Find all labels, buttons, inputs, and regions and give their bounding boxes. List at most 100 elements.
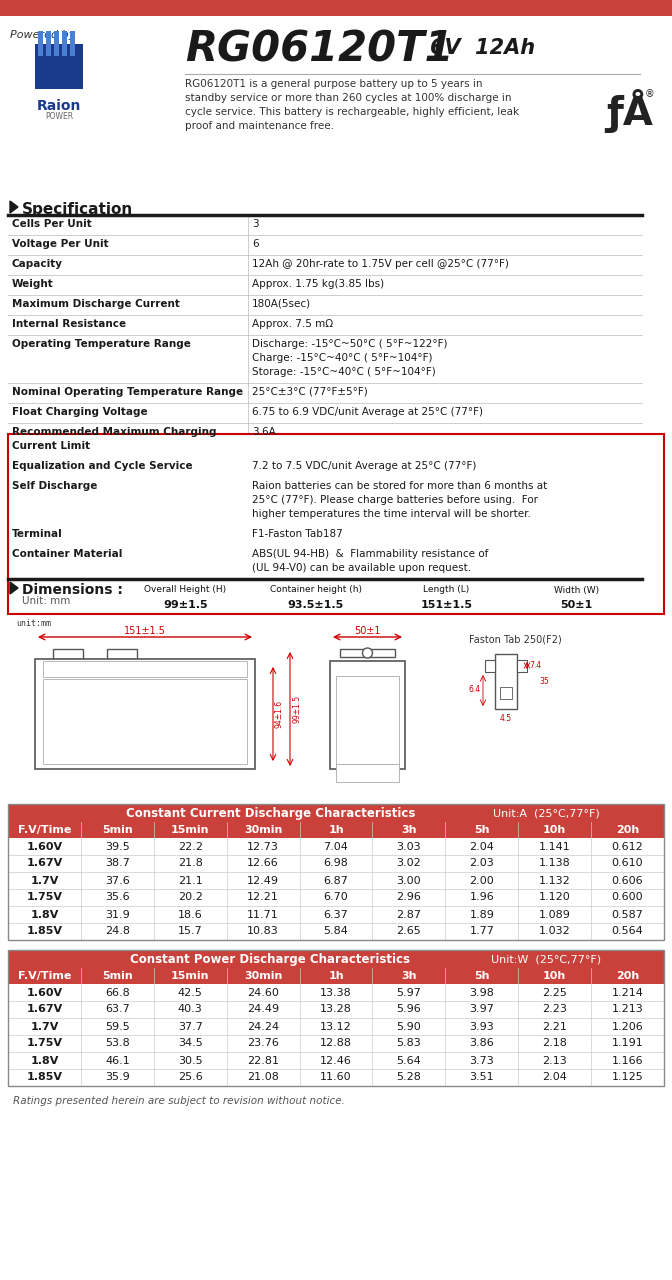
Text: 0.612: 0.612 [612, 841, 643, 851]
Bar [43, 678, 247, 764]
Text: Overall Height (H): Overall Height (H) [144, 585, 226, 594]
Text: 5.84: 5.84 [323, 927, 349, 937]
Text: Length (L): Length (L) [423, 585, 469, 594]
Text: 24.24: 24.24 [247, 1021, 279, 1032]
Bar [120, 584, 642, 598]
Bar [500, 687, 512, 699]
Bar [485, 660, 495, 672]
Text: 2.25: 2.25 [542, 987, 567, 997]
Bar [8, 1001, 664, 1018]
Text: 0.600: 0.600 [612, 892, 643, 902]
Text: 1.132: 1.132 [539, 876, 571, 886]
Bar [107, 649, 137, 659]
Text: 13.28: 13.28 [320, 1005, 352, 1015]
Bar [8, 804, 664, 940]
Text: 25.6: 25.6 [178, 1073, 202, 1083]
Text: standby service or more than 260 cycles at 100% discharge in: standby service or more than 260 cycles … [185, 93, 511, 102]
Text: 1.125: 1.125 [612, 1073, 643, 1083]
Text: 1.166: 1.166 [612, 1056, 643, 1065]
Text: 12Ah @ 20hr-rate to 1.75V per cell @25°C (77°F): 12Ah @ 20hr-rate to 1.75V per cell @25°C… [252, 259, 509, 269]
Text: 3.03: 3.03 [396, 841, 421, 851]
Text: Internal Resistance: Internal Resistance [12, 319, 126, 329]
Text: 1.120: 1.120 [539, 892, 571, 902]
Bar [70, 31, 75, 56]
Text: 11.60: 11.60 [320, 1073, 352, 1083]
Text: Approx. 1.75 kg(3.85 lbs): Approx. 1.75 kg(3.85 lbs) [252, 279, 384, 289]
Text: 20.2: 20.2 [178, 892, 203, 902]
Text: Voltage Per Unit: Voltage Per Unit [12, 239, 109, 250]
Bar [8, 1018, 664, 1036]
Text: 6V  12Ah: 6V 12Ah [430, 38, 535, 58]
Text: 37.7: 37.7 [178, 1021, 203, 1032]
Bar [8, 906, 664, 923]
Text: 24.60: 24.60 [247, 987, 279, 997]
Bar [8, 890, 664, 906]
Text: 3.51: 3.51 [470, 1073, 494, 1083]
Text: 7.2 to 7.5 VDC/unit Average at 25°C (77°F): 7.2 to 7.5 VDC/unit Average at 25°C (77°… [252, 461, 476, 471]
Text: 24.8: 24.8 [105, 927, 130, 937]
Text: 10.83: 10.83 [247, 927, 279, 937]
Text: 23.76: 23.76 [247, 1038, 279, 1048]
Bar [46, 31, 51, 56]
Text: 30min: 30min [244, 826, 282, 835]
Text: 1.141: 1.141 [539, 841, 571, 851]
Text: 50±1: 50±1 [354, 626, 381, 636]
Text: 66.8: 66.8 [105, 987, 130, 997]
Bar [340, 649, 395, 657]
Text: 12.73: 12.73 [247, 841, 279, 851]
Text: 40.3: 40.3 [178, 1005, 202, 1015]
Text: 0.606: 0.606 [612, 876, 643, 886]
Text: Faston Tab 250(F2): Faston Tab 250(F2) [468, 634, 561, 644]
Text: POWER: POWER [45, 111, 73, 122]
Circle shape [362, 648, 372, 658]
Text: Unit:W  (25°C,77°F): Unit:W (25°C,77°F) [491, 954, 601, 964]
Text: Terminal: Terminal [12, 529, 62, 539]
Text: 0.564: 0.564 [612, 927, 643, 937]
Text: Unit:A  (25°C,77°F): Unit:A (25°C,77°F) [493, 808, 599, 818]
Text: 10h: 10h [543, 972, 566, 980]
Text: 99±1.5: 99±1.5 [292, 695, 301, 723]
Text: 93.5±1.5: 93.5±1.5 [288, 600, 344, 611]
Bar [35, 659, 255, 769]
Text: Container Material: Container Material [12, 549, 122, 559]
Text: 1.85V: 1.85V [26, 1073, 62, 1083]
Text: 15min: 15min [171, 826, 210, 835]
Bar [8, 1052, 664, 1069]
Text: Approx. 7.5 mΩ: Approx. 7.5 mΩ [252, 319, 333, 329]
Text: 5min: 5min [102, 826, 132, 835]
Bar [517, 660, 527, 672]
Bar [8, 968, 664, 984]
Text: 1.77: 1.77 [469, 927, 494, 937]
Text: Specification: Specification [22, 202, 133, 218]
Text: 5min: 5min [102, 972, 132, 980]
Text: Operating Temperature Range: Operating Temperature Range [12, 339, 191, 349]
Text: 151±1.5: 151±1.5 [420, 600, 472, 611]
Text: 12.21: 12.21 [247, 892, 279, 902]
Text: 3: 3 [252, 219, 259, 229]
Polygon shape [10, 201, 18, 212]
Text: 11.71: 11.71 [247, 910, 279, 919]
Text: 18.6: 18.6 [178, 910, 202, 919]
Text: 15min: 15min [171, 972, 210, 980]
Text: Storage: -15°C~40°C ( 5°F~104°F): Storage: -15°C~40°C ( 5°F~104°F) [252, 367, 435, 378]
Text: 7.4: 7.4 [529, 660, 541, 669]
Text: Maximum Discharge Current: Maximum Discharge Current [12, 300, 180, 308]
Text: 5.83: 5.83 [396, 1038, 421, 1048]
Text: Discharge: -15°C~50°C ( 5°F~122°F): Discharge: -15°C~50°C ( 5°F~122°F) [252, 339, 448, 349]
Text: 99±1.5: 99±1.5 [163, 600, 208, 611]
Text: 3.93: 3.93 [470, 1021, 494, 1032]
Text: 151±1.5: 151±1.5 [124, 626, 166, 636]
Text: 94±1.6: 94±1.6 [275, 700, 284, 728]
Text: 6.87: 6.87 [323, 876, 349, 886]
Text: Dimensions :: Dimensions : [22, 582, 123, 596]
Text: 1.206: 1.206 [612, 1021, 643, 1032]
Text: Raion: Raion [37, 99, 81, 113]
Text: RG06120T1: RG06120T1 [185, 28, 454, 70]
Bar [8, 804, 664, 822]
Text: 1.60V: 1.60V [26, 987, 62, 997]
Bar [0, 0, 672, 15]
Text: 12.88: 12.88 [320, 1038, 352, 1048]
Text: Raion batteries can be stored for more than 6 months at: Raion batteries can be stored for more t… [252, 481, 547, 492]
Text: 1h: 1h [328, 826, 344, 835]
Text: (UL 94-V0) can be available upon request.: (UL 94-V0) can be available upon request… [252, 563, 471, 573]
